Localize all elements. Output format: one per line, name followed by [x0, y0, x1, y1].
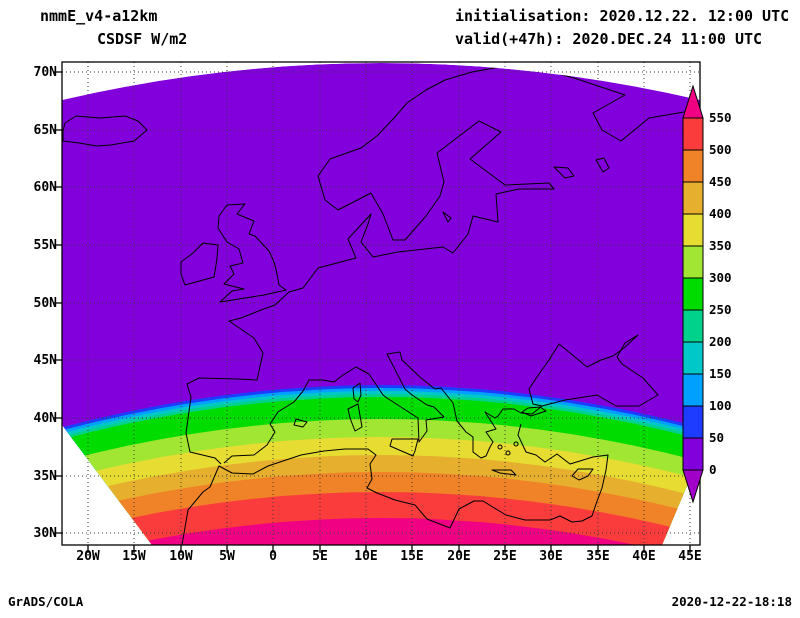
lon-label: 0: [269, 549, 277, 564]
coast-britain: [217, 203, 287, 303]
coast-ireland: [180, 242, 219, 286]
colorbar-segment: [682, 277, 704, 311]
colorbar-label: 150: [709, 366, 732, 381]
lat-axis: 70N 65N 60N 55N 50N 45N 40N 35N 30N: [34, 65, 58, 541]
lon-label: 35E: [586, 549, 609, 564]
colorbar-label: 450: [709, 174, 732, 189]
lon-label: 15E: [400, 549, 423, 564]
lon-label: 45E: [678, 549, 701, 564]
lat-label: 50N: [34, 296, 58, 311]
coastlines: [62, 65, 700, 545]
colorbar-segment: [682, 437, 704, 471]
variable-title: CSDSF W/m2: [97, 30, 187, 48]
lon-label: 5W: [219, 549, 235, 564]
lat-label: 60N: [34, 180, 58, 195]
colorbar-bottom-arrow: [682, 469, 704, 504]
colorbar-segment: [682, 373, 704, 407]
coast-cyprus: [571, 468, 594, 481]
creation-timestamp: 2020-12-22-18:18: [672, 594, 792, 609]
coast-levant-north-africa: [181, 423, 609, 545]
aegean-island: [505, 450, 511, 456]
fill-band-500: [62, 492, 700, 545]
axis-ticks: [54, 71, 691, 553]
coast-mediterranean-north: [223, 351, 543, 464]
colorbar-segment: [682, 309, 704, 343]
shaded-field: [62, 63, 700, 545]
lon-label: 10E: [354, 549, 377, 564]
coast-black-sea: [528, 334, 659, 407]
lon-label: 15W: [122, 549, 146, 564]
colorbar-label: 200: [709, 334, 732, 349]
lon-label: 5E: [312, 549, 328, 564]
lat-label: 65N: [34, 123, 58, 138]
colorbar-segment: [682, 245, 704, 279]
colorbar-label: 500: [709, 142, 732, 157]
lon-label: 30E: [539, 549, 562, 564]
lon-axis: 20W 15W 10W 5W 0 5E 10E 15E 20E 25E 30E …: [76, 549, 701, 564]
colorbar-label: 550: [709, 110, 732, 125]
valid-time-label: valid(+47h): 2020.DEC.24 11:00 UTC: [455, 30, 762, 48]
coast-corsica: [352, 382, 362, 403]
colorbar-label: 300: [709, 270, 732, 285]
colorbar-label: 350: [709, 238, 732, 253]
lake-ladoga: [553, 166, 575, 179]
lon-label: 25E: [493, 549, 516, 564]
coast-gotland: [442, 211, 452, 223]
colorbar-segment: [682, 117, 704, 151]
colorbar-label: 50: [709, 430, 724, 445]
coast-marmara: [521, 406, 547, 417]
colorbar-label: 250: [709, 302, 732, 317]
colorbar-segment: [682, 341, 704, 375]
lon-label: 20E: [447, 549, 470, 564]
fill-band-550: [62, 518, 700, 545]
lat-label: 40N: [34, 411, 58, 426]
colorbar-labels: 550 500 450 400 350 300 250 200 150 100 …: [709, 110, 732, 477]
lon-label: 10W: [169, 549, 193, 564]
lat-label: 35N: [34, 469, 58, 484]
lat-label: 30N: [34, 526, 58, 541]
coast-iceland: [62, 115, 148, 147]
lat-label: 45N: [34, 353, 58, 368]
model-title: nmmE_v4-a12km: [40, 7, 157, 25]
colorbar: [682, 84, 704, 504]
colorbar-segment: [682, 181, 704, 215]
coast-mallorca: [293, 418, 308, 428]
colorbar-label: 0: [709, 462, 717, 477]
init-time-label: initialisation: 2020.12.22. 12:00 UTC: [455, 7, 789, 25]
grads-credit: GrADS/COLA: [8, 594, 84, 609]
lat-label: 55N: [34, 238, 58, 253]
coast-sicily: [389, 438, 419, 457]
lon-label: 40E: [632, 549, 655, 564]
aegean-island: [497, 444, 503, 450]
lake-onega: [595, 157, 610, 173]
colorbar-segment: [682, 149, 704, 183]
colorbar-segment: [682, 405, 704, 439]
colorbar-segment: [682, 213, 704, 247]
colorbar-label: 400: [709, 206, 732, 221]
coast-crete: [491, 469, 517, 476]
coast-atlantic-europe: [185, 65, 700, 465]
coast-sardinia: [347, 403, 363, 432]
lon-label: 20W: [76, 549, 100, 564]
aegean-island: [513, 441, 519, 447]
lat-label: 70N: [34, 65, 58, 80]
colorbar-label: 100: [709, 398, 732, 413]
